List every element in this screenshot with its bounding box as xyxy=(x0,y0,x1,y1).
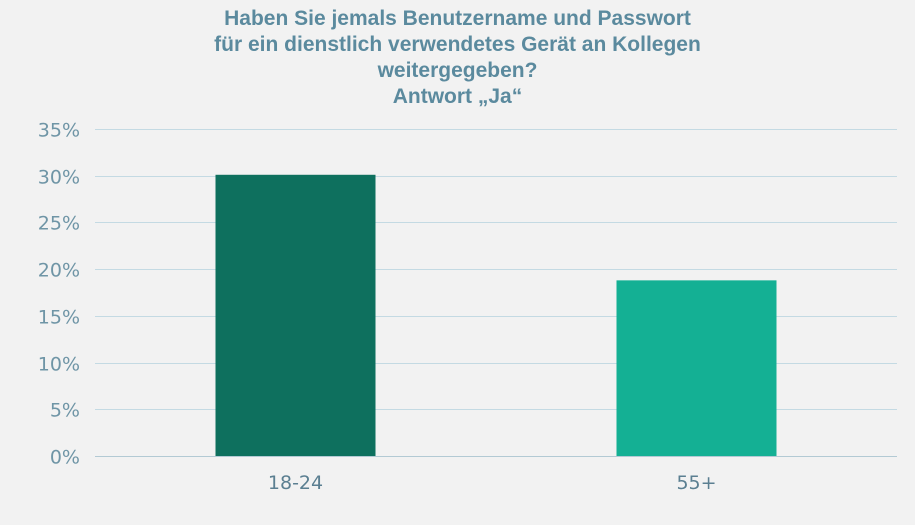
chart-title-line-2: für ein dienstlich verwendetes Gerät an … xyxy=(214,33,701,56)
bar-55- xyxy=(616,280,777,456)
y-tick-label: 0% xyxy=(50,447,80,469)
bar-18-24 xyxy=(215,174,376,456)
y-tick-label: 30% xyxy=(38,167,80,189)
y-tick-label: 5% xyxy=(50,400,80,422)
gridlines xyxy=(95,129,897,457)
x-category-label: 55+ xyxy=(676,472,716,494)
chart-title: Haben Sie jemals Benutzername und Passwo… xyxy=(0,6,915,110)
y-tick-label: 20% xyxy=(38,260,80,282)
chart-title-line-4: Antwort „Ja“ xyxy=(392,85,523,108)
y-tick-label: 25% xyxy=(38,213,80,235)
chart-title-line-3: weitergegeben? xyxy=(377,59,538,82)
x-category-label: 18-24 xyxy=(268,472,323,494)
y-tick-label: 35% xyxy=(38,120,80,142)
chart-title-line-1: Haben Sie jemals Benutzername und Passwo… xyxy=(224,7,691,30)
y-axis-labels: 0% 5% 10% 15% 20% 25% 30% 35% xyxy=(38,120,80,469)
y-tick-label: 15% xyxy=(38,307,80,329)
x-axis-labels: 18-24 55+ xyxy=(268,472,717,494)
y-tick-label: 10% xyxy=(38,354,80,376)
bars xyxy=(215,174,777,456)
